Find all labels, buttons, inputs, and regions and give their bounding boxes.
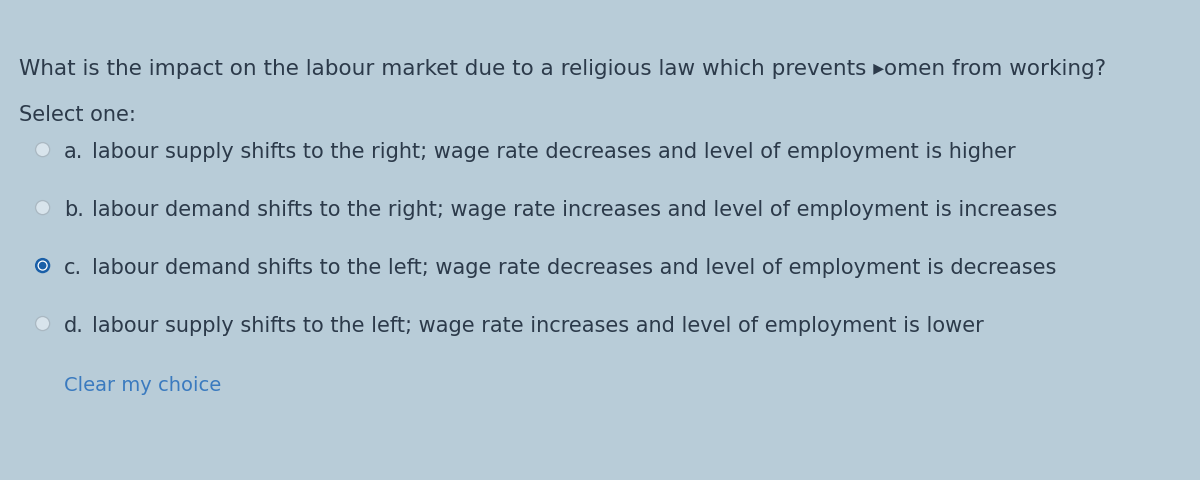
Text: labour demand shifts to the right; wage rate increases and level of employment i: labour demand shifts to the right; wage … — [92, 200, 1057, 220]
Text: a.: a. — [64, 142, 83, 162]
Circle shape — [35, 258, 50, 273]
Circle shape — [36, 201, 49, 214]
Text: labour supply shifts to the left; wage rate increases and level of employment is: labour supply shifts to the left; wage r… — [92, 316, 984, 336]
Circle shape — [37, 261, 48, 271]
Circle shape — [38, 262, 47, 269]
Text: Clear my choice: Clear my choice — [64, 376, 221, 396]
Text: labour demand shifts to the left; wage rate decreases and level of employment is: labour demand shifts to the left; wage r… — [92, 258, 1056, 278]
Text: b.: b. — [64, 200, 84, 220]
Circle shape — [36, 317, 49, 330]
Text: c.: c. — [64, 258, 82, 278]
Circle shape — [36, 143, 49, 156]
Text: labour supply shifts to the right; wage rate decreases and level of employment i: labour supply shifts to the right; wage … — [92, 142, 1015, 162]
Text: What is the impact on the labour market due to a religious law which prevents ▸o: What is the impact on the labour market … — [19, 60, 1106, 79]
Text: d.: d. — [64, 316, 84, 336]
Circle shape — [35, 316, 50, 331]
Circle shape — [35, 200, 50, 215]
Text: Select one:: Select one: — [19, 105, 136, 125]
Circle shape — [35, 142, 50, 157]
